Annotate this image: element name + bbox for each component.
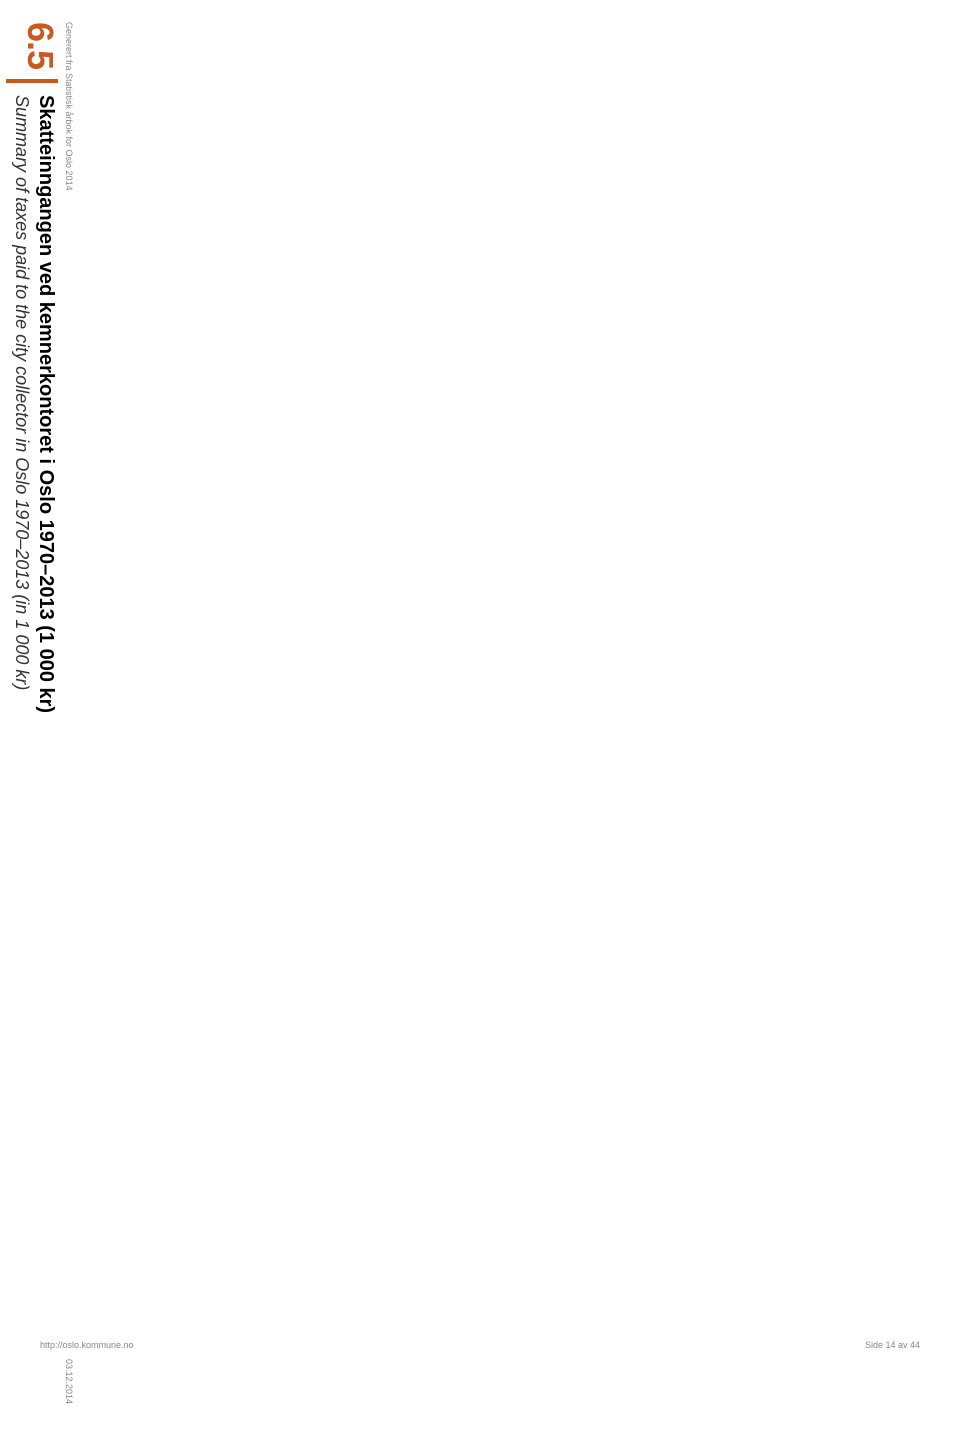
date-label: 03.12.2014 <box>64 1359 74 1404</box>
section-header: 6.5 Skatteinngangen ved kemnerkontoret i… <box>6 22 58 1404</box>
top-meta-bar: Generert fra Statistisk årbok for Oslo 2… <box>64 22 74 1404</box>
section-number: 6.5 <box>22 22 58 69</box>
main-title: Skatteinngangen ved kemnerkontoret i Osl… <box>34 95 58 713</box>
accent-bar <box>6 79 58 83</box>
rotated-page: Generert fra Statistisk årbok for Oslo 2… <box>0 22 74 1404</box>
page-container: Generert fra Statistisk årbok for Oslo 2… <box>20 8 940 1354</box>
subtitle: Summary of taxes paid to the city collec… <box>10 95 32 713</box>
footer-meta-bar: http://oslo.kommune.no Side 14 av 44 <box>40 1340 920 1350</box>
title-group: Skatteinngangen ved kemnerkontoret i Osl… <box>10 95 58 713</box>
footer-url: http://oslo.kommune.no <box>40 1340 134 1350</box>
footer-page: Side 14 av 44 <box>865 1340 920 1350</box>
source-label: Generert fra Statistisk årbok for Oslo 2… <box>64 22 74 191</box>
